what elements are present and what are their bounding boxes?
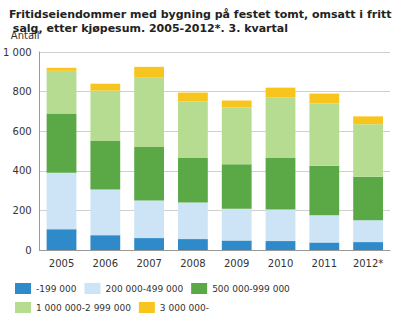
svg-text:1 000 000-2 999 000: 1 000 000-2 999 000 (36, 303, 131, 313)
svg-text:2008: 2008 (180, 258, 205, 269)
svg-text:2007: 2007 (136, 258, 161, 269)
svg-text:500 000-999 000: 500 000-999 000 (212, 284, 290, 294)
svg-text:200 000-499 000: 200 000-499 000 (105, 284, 183, 294)
svg-text:0: 0 (25, 245, 31, 256)
svg-text:1 000: 1 000 (3, 47, 32, 58)
svg-text:2009: 2009 (224, 258, 249, 269)
svg-text:3 000 000-: 3 000 000- (160, 303, 209, 313)
svg-text:-199 000: -199 000 (36, 284, 77, 294)
svg-text:salg, etter kjøpesum. 2005-201: salg, etter kjøpesum. 2005-2012*. 3. kva… (9, 22, 288, 35)
svg-text:2006: 2006 (93, 258, 118, 269)
svg-text:Antall: Antall (10, 29, 40, 41)
svg-text:Fritidseiendommer med bygning: Fritidseiendommer med bygning på festet … (9, 8, 391, 21)
svg-text:800: 800 (13, 86, 32, 97)
svg-text:600: 600 (13, 126, 32, 137)
svg-text:2011: 2011 (312, 258, 337, 269)
svg-text:200: 200 (13, 205, 32, 216)
svg-text:2005: 2005 (49, 258, 74, 269)
svg-text:400: 400 (13, 165, 32, 176)
svg-text:2010: 2010 (268, 258, 293, 269)
svg-text:2012*: 2012* (353, 258, 383, 269)
